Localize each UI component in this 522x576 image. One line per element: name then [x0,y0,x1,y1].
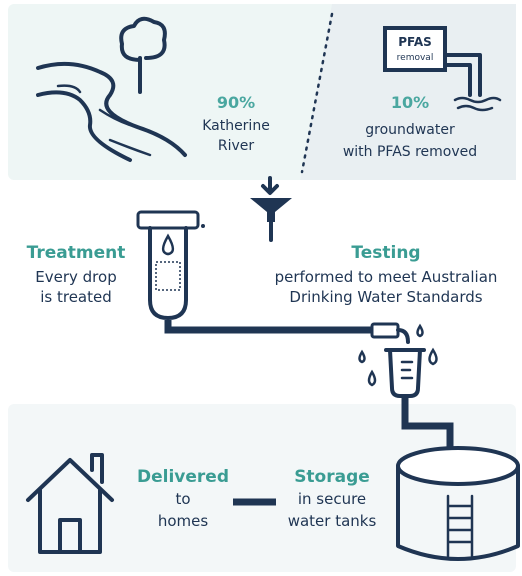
filter-icon [138,212,198,318]
testing-title: Testing [351,243,420,263]
infographic: 90% Katherine River PFAS removal 10% gro… [0,0,522,576]
treatment-title: Treatment [27,243,126,263]
testing-line: Drinking Water Standards [289,288,482,306]
groundwater-line: groundwater [365,122,455,138]
river-percent: 90% [217,93,255,112]
treatment-line: Every drop [35,268,116,286]
storage-title: Storage [294,467,370,487]
delivered-line: to [175,490,190,508]
river-line: River [218,138,255,154]
pipe [203,222,271,240]
funnel-icon [250,178,292,222]
pfas-label: removal [397,53,434,63]
testing-line: performed to meet Australian [275,268,498,286]
groundwater-line: with PFAS removed [343,144,477,160]
storage-line: water tanks [288,512,377,530]
river-line: Katherine [202,118,270,134]
storage-line: in secure [298,490,366,508]
groundwater-percent: 10% [391,93,429,112]
tap-icon [360,324,437,396]
pfas-label: PFAS [398,35,432,49]
pipe [168,320,380,330]
treatment-line: is treated [40,288,112,306]
delivered-title: Delivered [137,467,229,487]
delivered-line: homes [158,512,209,530]
